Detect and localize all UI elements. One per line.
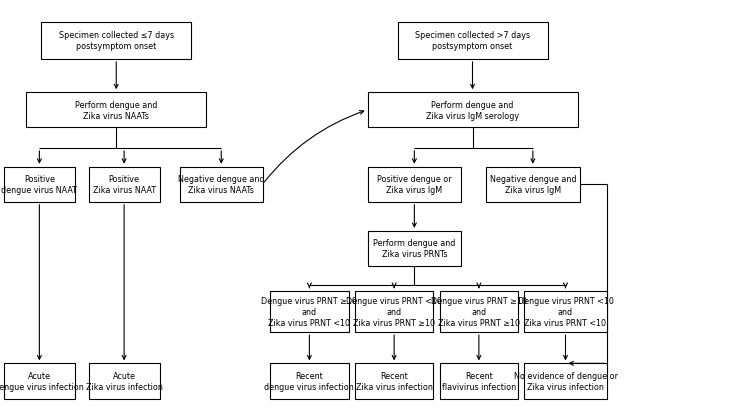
- Text: Acute
Zika virus infection: Acute Zika virus infection: [86, 371, 163, 391]
- FancyBboxPatch shape: [355, 291, 434, 332]
- FancyBboxPatch shape: [398, 23, 548, 60]
- Text: Positive
Zika virus NAAT: Positive Zika virus NAAT: [92, 175, 156, 195]
- FancyBboxPatch shape: [368, 167, 461, 202]
- Text: Dengue virus PRNT ≥10
and
Zika virus PRNT ≥10: Dengue virus PRNT ≥10 and Zika virus PRN…: [431, 296, 526, 328]
- Text: Positive
dengue virus NAAT: Positive dengue virus NAAT: [2, 175, 77, 195]
- Text: Recent
Zika virus infection: Recent Zika virus infection: [356, 371, 433, 391]
- Text: Perform dengue and
Zika virus NAATs: Perform dengue and Zika virus NAATs: [75, 100, 158, 121]
- Text: Specimen collected ≤7 days
postsymptom onset: Specimen collected ≤7 days postsymptom o…: [58, 31, 174, 51]
- FancyBboxPatch shape: [180, 167, 262, 202]
- Text: Positive dengue or
Zika virus IgM: Positive dengue or Zika virus IgM: [377, 175, 452, 195]
- Text: Perform dengue and
Zika virus PRNTs: Perform dengue and Zika virus PRNTs: [374, 239, 455, 259]
- Text: Recent
dengue virus infection: Recent dengue virus infection: [265, 371, 354, 391]
- FancyBboxPatch shape: [368, 93, 578, 128]
- Text: Dengue virus PRNT <10
and
Zika virus PRNT <10: Dengue virus PRNT <10 and Zika virus PRN…: [518, 296, 614, 328]
- FancyBboxPatch shape: [88, 363, 160, 399]
- FancyBboxPatch shape: [355, 363, 434, 399]
- FancyBboxPatch shape: [41, 23, 191, 60]
- FancyBboxPatch shape: [524, 363, 607, 399]
- Text: Dengue virus PRNT ≥10
and
Zika virus PRNT <10: Dengue virus PRNT ≥10 and Zika virus PRN…: [262, 296, 357, 328]
- FancyBboxPatch shape: [368, 231, 461, 266]
- FancyBboxPatch shape: [4, 363, 75, 399]
- Text: Perform dengue and
Zika virus IgM serology: Perform dengue and Zika virus IgM serolo…: [426, 100, 519, 121]
- Text: Negative dengue and
Zika virus IgM: Negative dengue and Zika virus IgM: [490, 175, 576, 195]
- Text: Recent
flavivirus infection: Recent flavivirus infection: [442, 371, 516, 391]
- FancyBboxPatch shape: [88, 167, 160, 202]
- FancyBboxPatch shape: [524, 291, 607, 332]
- FancyBboxPatch shape: [4, 167, 75, 202]
- FancyBboxPatch shape: [270, 363, 349, 399]
- Text: Specimen collected >7 days
postsymptom onset: Specimen collected >7 days postsymptom o…: [415, 31, 530, 51]
- Text: No evidence of dengue or
Zika virus infection: No evidence of dengue or Zika virus infe…: [514, 371, 617, 391]
- Text: Acute
dengue virus infection: Acute dengue virus infection: [0, 371, 84, 391]
- FancyBboxPatch shape: [440, 363, 518, 399]
- FancyBboxPatch shape: [26, 93, 206, 128]
- FancyBboxPatch shape: [270, 291, 349, 332]
- Text: Dengue virus PRNT <10
and
Zika virus PRNT ≥10: Dengue virus PRNT <10 and Zika virus PRN…: [346, 296, 442, 328]
- FancyBboxPatch shape: [486, 167, 580, 202]
- Text: Negative dengue and
Zika virus NAATs: Negative dengue and Zika virus NAATs: [178, 175, 265, 195]
- FancyBboxPatch shape: [440, 291, 518, 332]
